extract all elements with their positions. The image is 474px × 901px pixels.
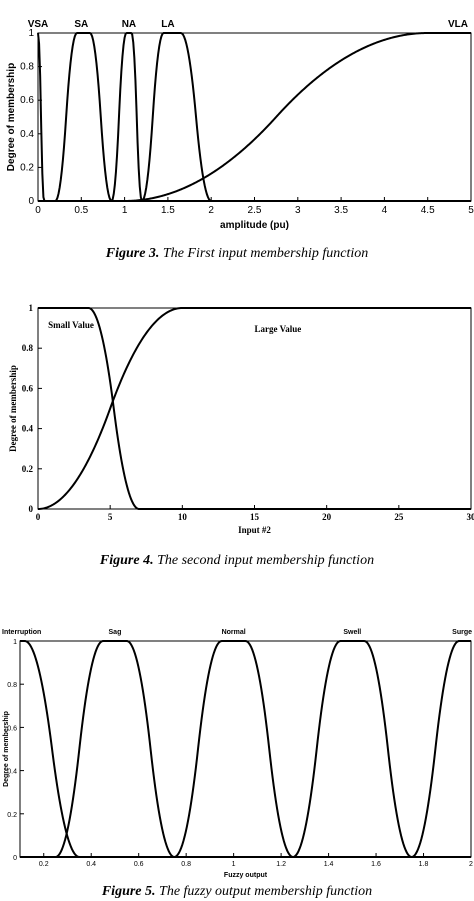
x-tick-label: 1.2	[276, 861, 286, 868]
y-tick-label: 0.4	[20, 129, 34, 140]
y-tick-label: 0.6	[7, 725, 17, 732]
x-tick-label: 4	[382, 205, 388, 216]
series-label: LA	[161, 19, 174, 30]
x-tick-label: 5	[468, 205, 474, 216]
series-line-surge	[20, 640, 471, 858]
y-tick-label: 0.2	[22, 464, 34, 474]
series-label: Large Value	[255, 324, 302, 334]
series-label: VSA	[28, 19, 49, 30]
y-axis-label: Degree of membership	[6, 63, 17, 171]
x-tick-label: 5	[108, 512, 113, 522]
x-tick-label: 25	[394, 512, 404, 522]
y-tick-label: 1	[28, 28, 34, 39]
series-line-normal	[20, 640, 471, 858]
series-label: Small Value	[48, 320, 94, 330]
x-tick-label: 30	[467, 512, 474, 522]
y-tick-label: 0.4	[7, 769, 17, 776]
y-tick-label: 1	[29, 303, 34, 313]
caption-figure-5: Figure 5. The fuzzy output membership fu…	[101, 884, 373, 899]
x-tick-label: 1.5	[161, 205, 175, 216]
x-tick-label: 4.5	[421, 205, 435, 216]
caption-figure-4: Figure 4. The second input membership fu…	[99, 553, 375, 568]
plot-frame	[19, 640, 472, 858]
chart-first-input-membership: 0 0.5 1 1.5 2 2.5 3 3.5 4 4.5 5 0 0.2 0.4 0.6 0.8 1 ampli…	[6, 19, 474, 230]
series-label: Sag	[109, 629, 122, 636]
x-tick-label: 0.2	[39, 861, 49, 868]
series-line-sa	[38, 32, 471, 202]
x-tick-label: 2	[469, 861, 473, 868]
x-tick-label: 0	[36, 512, 41, 522]
x-tick-label: 2	[208, 205, 214, 216]
series-line-la	[38, 32, 471, 202]
x-tick-label: 20	[322, 512, 332, 522]
x-tick-label: 0.8	[181, 861, 191, 868]
series-line-swell	[20, 640, 471, 858]
y-tick-label: 0.6	[22, 383, 34, 393]
x-tick-label: 1.4	[324, 861, 334, 868]
x-axis-label: Input #2	[238, 525, 271, 535]
y-tick-label: 1	[13, 639, 17, 646]
series-line-vla	[38, 32, 471, 202]
x-axis-label: Fuzzy output	[224, 872, 268, 879]
plot-frame	[37, 32, 472, 202]
y-tick-label: 0	[29, 504, 34, 514]
series-line-large-value	[37, 307, 471, 510]
x-tick-label: 1	[232, 861, 236, 868]
x-tick-label: 0	[35, 205, 41, 216]
x-tick-label: 1	[122, 205, 128, 216]
x-tick-label: 0.5	[74, 205, 88, 216]
series-line-small-value	[38, 307, 471, 510]
x-tick-label: 1.6	[371, 861, 381, 868]
x-tick-label: 0.4	[86, 861, 96, 868]
x-tick-label: 3	[295, 205, 301, 216]
series-label: Surge	[452, 629, 472, 636]
caption-figure-3: Figure 3. The First input membership fun…	[105, 246, 369, 261]
series-label: VLA	[448, 19, 468, 30]
x-tick-label: 0.6	[134, 861, 144, 868]
x-tick-label: 3.5	[334, 205, 348, 216]
series-line-na	[38, 32, 471, 202]
series-line-interruption	[20, 640, 471, 858]
y-tick-label: 0.8	[22, 343, 34, 353]
series-label: Interruption	[2, 629, 41, 636]
y-tick-label: 0.2	[20, 162, 34, 173]
series-line-vsa	[37, 32, 471, 202]
chart-second-input-membership: 0 5 10 15 20 25 30 0 0.2 0.4 0.6 0.8 1 Input #2 Degree…	[8, 303, 474, 535]
series-label: SA	[74, 19, 88, 30]
x-tick-label: 15	[250, 512, 260, 522]
y-tick-label: 0.4	[22, 424, 34, 434]
series-label: NA	[122, 19, 136, 30]
y-tick-label: 0.8	[20, 62, 34, 73]
series-label: Swell	[343, 629, 361, 636]
series-line-sag	[20, 640, 471, 858]
x-tick-label: 2.5	[248, 205, 262, 216]
y-axis-label: Degree of membership	[3, 711, 10, 787]
x-axis-label: amplitude (pu)	[220, 220, 289, 230]
chart-fuzzy-output-membership: 0.2 0.4 0.6 0.8 1 1.2 1.4 1.6 1.8 2 0 0.2 0.4 0.6 0.8 1…	[2, 629, 473, 879]
y-tick-label: 0	[28, 196, 34, 207]
y-tick-label: 0	[13, 855, 17, 862]
y-tick-label: 0.6	[20, 95, 34, 106]
x-tick-label: 1.8	[419, 861, 429, 868]
y-tick-label: 0.2	[7, 812, 17, 819]
series-label: Normal	[222, 629, 246, 636]
y-axis-label: Degree of membership	[8, 365, 18, 452]
x-tick-label: 10	[178, 512, 188, 522]
y-tick-label: 0.8	[7, 682, 17, 689]
